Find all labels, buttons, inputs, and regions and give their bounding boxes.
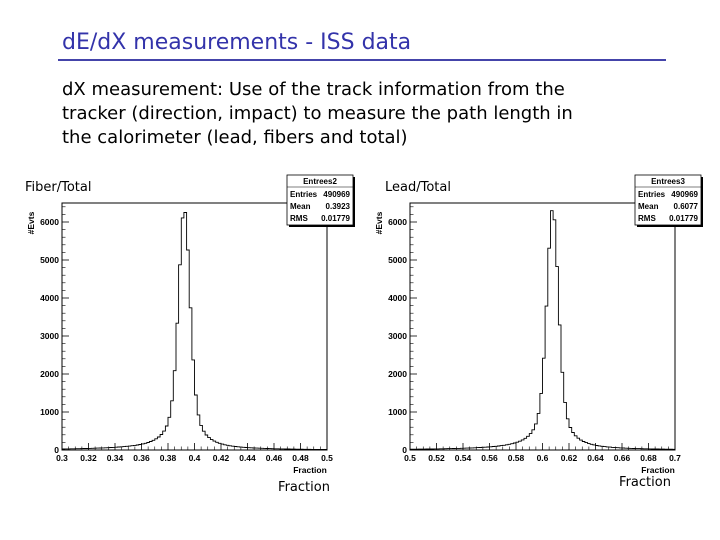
x-tick-label: 0.5 [404, 453, 416, 463]
y-tick-label: 3000 [40, 331, 59, 341]
x-tick-label: 0.52 [428, 453, 445, 463]
x-tick-label: 0.48 [292, 453, 309, 463]
body-line: tracker (direction, impact) to measure t… [62, 103, 573, 124]
y-tick-label: 0 [54, 445, 59, 455]
x-tick-label: 0.56 [481, 453, 498, 463]
stats-value: 490969 [323, 190, 350, 199]
x-axis-title-small: Fraction [293, 465, 327, 475]
y-tick-label: 1000 [40, 407, 59, 417]
y-tick-label: 5000 [388, 255, 407, 265]
body-line: the calorimeter (lead, fibers and total) [62, 127, 408, 148]
x-tick-label: 0.32 [80, 453, 97, 463]
stats-key: Mean [290, 202, 311, 211]
x-tick-label: 0.58 [508, 453, 525, 463]
stats-key: RMS [638, 214, 656, 223]
x-tick-label: 0.6 [537, 453, 549, 463]
y-tick-label: 6000 [388, 217, 407, 227]
plot-frame [61, 202, 328, 451]
stats-key: RMS [290, 214, 308, 223]
y-axis-title: #Evts [26, 211, 36, 234]
x-tick-label: 0.34 [107, 453, 124, 463]
y-tick-label: 6000 [40, 217, 59, 227]
x-tick-label: 0.7 [669, 453, 681, 463]
x-tick-label: 0.66 [614, 453, 631, 463]
slide-title: dE/dX measurements - ISS data [62, 30, 412, 55]
x-tick-label: 0.44 [239, 453, 256, 463]
x-axis-title: Fraction [619, 475, 671, 490]
x-tick-label: 0.38 [160, 453, 177, 463]
x-tick-label: 0.46 [266, 453, 283, 463]
stats-value: 0.01779 [321, 214, 350, 223]
y-tick-label: 1000 [388, 407, 407, 417]
x-tick-label: 0.42 [213, 453, 230, 463]
stats-value: 0.01779 [669, 214, 698, 223]
stats-title: Entrees2 [303, 177, 337, 186]
plot-frame [409, 202, 676, 451]
histogram-series [410, 210, 675, 450]
y-tick-label: 2000 [388, 369, 407, 379]
x-axis-title: Fraction [278, 480, 330, 495]
x-axis-title-small: Fraction [641, 465, 675, 475]
stats-key: Entries [638, 190, 666, 199]
title-divider [58, 59, 666, 61]
y-tick-label: 5000 [40, 255, 59, 265]
stats-value: 0.3923 [326, 202, 351, 211]
body-line: dX measurement: Use of the track informa… [62, 79, 565, 100]
y-axis-title: #Evts [374, 211, 384, 234]
x-tick-label: 0.64 [587, 453, 604, 463]
panel-label: Lead/Total [385, 180, 451, 195]
x-tick-label: 0.4 [189, 453, 201, 463]
x-tick-label: 0.36 [133, 453, 150, 463]
stats-key: Mean [638, 202, 659, 211]
y-tick-label: 3000 [388, 331, 407, 341]
x-tick-label: 0.68 [640, 453, 657, 463]
histogram-series [62, 212, 327, 450]
y-tick-label: 2000 [40, 369, 59, 379]
stats-box [634, 174, 702, 226]
histogram-panel-2: 0.5 0.52 0.54 0.56 0.58 0.6 0.62 0.64 0.66 0.68 0.… [374, 174, 703, 490]
stats-key: Entries [290, 190, 318, 199]
y-tick-label: 4000 [388, 293, 407, 303]
x-tick-label: 0.3 [56, 453, 68, 463]
y-tick-label: 4000 [40, 293, 59, 303]
stats-value: 0.6077 [674, 202, 699, 211]
panel-label: Fiber/Total [25, 180, 91, 195]
stats-title: Entrees3 [651, 177, 685, 186]
x-tick-label: 0.5 [321, 453, 333, 463]
slide-body: dX measurement: Use of the track informa… [62, 78, 702, 150]
x-tick-label: 0.62 [561, 453, 578, 463]
histogram-panel-1: 0.3 0.32 0.34 0.36 0.38 0.4 0.42 0.44 0.46 0.48 0.… [25, 174, 355, 495]
x-tick-label: 0.54 [455, 453, 472, 463]
y-tick-label: 0 [402, 445, 407, 455]
stats-value: 490969 [671, 190, 698, 199]
stats-box [286, 174, 354, 226]
